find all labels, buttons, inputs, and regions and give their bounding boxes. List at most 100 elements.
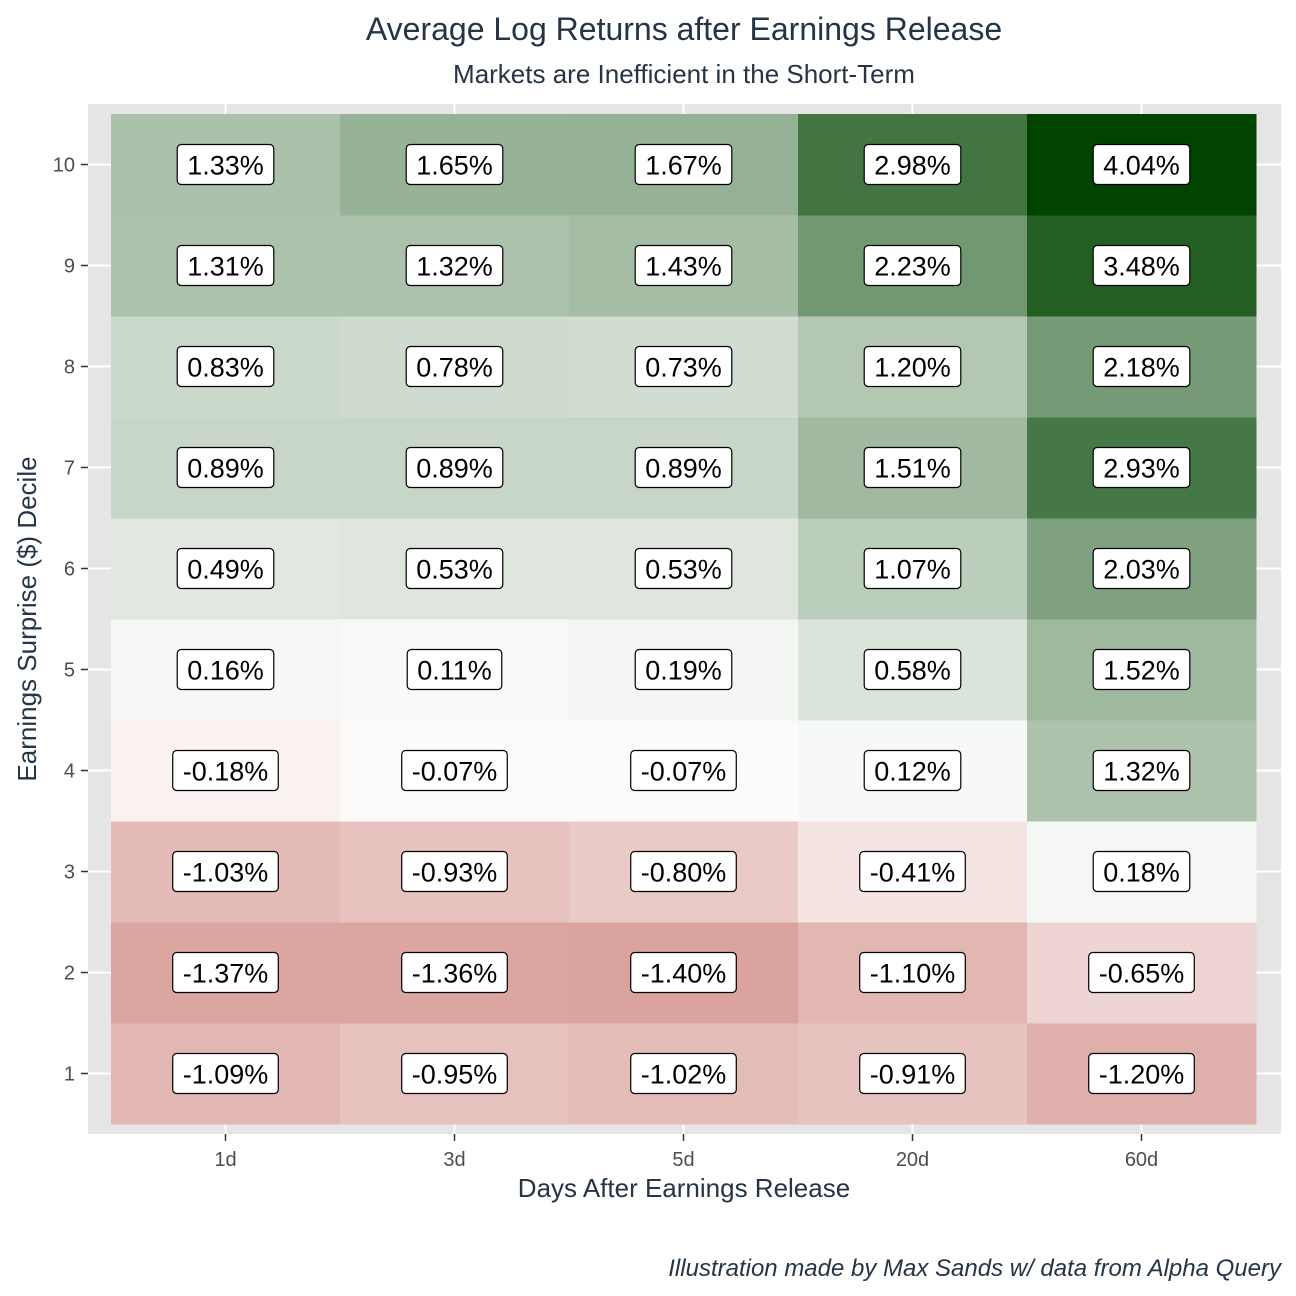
cell-label-text: -1.10% bbox=[870, 959, 956, 989]
cell-label-text: 0.73% bbox=[645, 353, 722, 383]
cell-label: 0.89% bbox=[176, 446, 275, 489]
cell-label-text: 0.49% bbox=[187, 555, 264, 585]
cell-label: -0.91% bbox=[859, 1052, 966, 1095]
cell-label-box bbox=[634, 143, 733, 186]
cell-label-text: 3.48% bbox=[1103, 252, 1180, 282]
cell-label: 1.43% bbox=[634, 244, 733, 287]
cell-label-box bbox=[630, 749, 737, 792]
y-tick-label: 3 bbox=[64, 862, 75, 884]
cell-label-box bbox=[405, 345, 504, 388]
cell-label: 1.51% bbox=[863, 446, 962, 489]
cell-label-text: -0.18% bbox=[183, 757, 269, 787]
cell-label: 1.33% bbox=[176, 143, 275, 186]
cell-label: 1.32% bbox=[1092, 749, 1191, 792]
y-axis-title: Earnings Surprise ($) Decile bbox=[12, 456, 42, 781]
cell-label: -1.10% bbox=[859, 951, 966, 994]
cell-label-text: -0.07% bbox=[641, 757, 727, 787]
cell-label-text: 2.23% bbox=[874, 252, 951, 282]
chart-subtitle: Markets are Inefficient in the Short-Ter… bbox=[453, 59, 915, 89]
cell-label: 1.07% bbox=[863, 547, 962, 590]
cell-label-box bbox=[401, 749, 508, 792]
cell-label-text: 2.93% bbox=[1103, 454, 1180, 484]
cell-label-box bbox=[172, 951, 279, 994]
cell-label-text: 1.32% bbox=[416, 252, 493, 282]
cell-label: 4.04% bbox=[1092, 143, 1191, 186]
cell-label-box bbox=[630, 850, 737, 893]
cell-label-text: 1.43% bbox=[645, 252, 722, 282]
y-tick-label: 6 bbox=[64, 559, 75, 581]
cell-label: 0.78% bbox=[405, 345, 504, 388]
cell-label-box bbox=[859, 850, 966, 893]
cell-label: -1.02% bbox=[630, 1052, 737, 1095]
cell-label: 0.19% bbox=[634, 648, 733, 691]
cell-label-box bbox=[1088, 1052, 1195, 1095]
cell-label-box bbox=[176, 446, 275, 489]
y-tick-label: 5 bbox=[64, 660, 75, 682]
cell-label-box bbox=[863, 648, 962, 691]
cell-label: 0.18% bbox=[1092, 850, 1191, 893]
cell-label-box bbox=[1092, 244, 1191, 287]
y-tick-label: 9 bbox=[64, 256, 75, 278]
cell-label-box bbox=[176, 648, 275, 691]
cell-label-box bbox=[863, 749, 962, 792]
cell-label-text: 0.53% bbox=[416, 555, 493, 585]
cell-label-text: 1.51% bbox=[874, 454, 951, 484]
cell-label-box bbox=[863, 547, 962, 590]
cell-label: 2.93% bbox=[1092, 446, 1191, 489]
y-tick-label: 2 bbox=[64, 963, 75, 985]
cell-label-box bbox=[176, 244, 275, 287]
x-axis: 1d 3d 5d 20d 60d bbox=[214, 1134, 1158, 1171]
cell-label-text: 0.53% bbox=[645, 555, 722, 585]
cell-label: 0.49% bbox=[176, 547, 275, 590]
cell-label: -1.03% bbox=[172, 850, 279, 893]
y-tick-label: 10 bbox=[53, 155, 75, 177]
cell-label-text: 1.67% bbox=[645, 151, 722, 181]
cell-label: 0.73% bbox=[634, 345, 733, 388]
cell-label: 1.67% bbox=[634, 143, 733, 186]
cell-label: 3.48% bbox=[1092, 244, 1191, 287]
cell-label-text: 0.78% bbox=[416, 353, 493, 383]
cell-label: 1.52% bbox=[1092, 648, 1191, 691]
y-tick-label: 1 bbox=[64, 1064, 75, 1086]
cell-label-box bbox=[630, 1052, 737, 1095]
cell-label-text: 0.19% bbox=[645, 656, 722, 686]
cell-label-text: -0.80% bbox=[641, 858, 727, 888]
chart-caption: Illustration made by Max Sands w/ data f… bbox=[668, 1255, 1283, 1282]
cell-label-box bbox=[634, 547, 733, 590]
cell-label-text: 0.89% bbox=[416, 454, 493, 484]
cell-label-box bbox=[634, 345, 733, 388]
cell-label: -1.20% bbox=[1088, 1052, 1195, 1095]
cell-label: -0.95% bbox=[401, 1052, 508, 1095]
cell-label-box bbox=[405, 244, 504, 287]
cell-label-text: -1.02% bbox=[641, 1060, 727, 1090]
cell-label-box bbox=[401, 1052, 508, 1095]
cell-label-box bbox=[1088, 951, 1195, 994]
cell-label: -1.09% bbox=[172, 1052, 279, 1095]
cell-label-box bbox=[406, 648, 503, 691]
cell-label-box bbox=[863, 345, 962, 388]
cell-label: -1.36% bbox=[401, 951, 508, 994]
cell-label-box bbox=[176, 547, 275, 590]
cell-label-box bbox=[863, 244, 962, 287]
cell-label-text: -1.37% bbox=[183, 959, 269, 989]
cell-label: -0.07% bbox=[401, 749, 508, 792]
cell-label: 0.58% bbox=[863, 648, 962, 691]
cell-label-text: -1.40% bbox=[641, 959, 727, 989]
cell-label-box bbox=[634, 648, 733, 691]
cell-label: 0.12% bbox=[863, 749, 962, 792]
cell-label-text: 2.98% bbox=[874, 151, 951, 181]
cell-label: 1.32% bbox=[405, 244, 504, 287]
cell-label-box bbox=[172, 1052, 279, 1095]
cell-label: 0.53% bbox=[405, 547, 504, 590]
cell-label-text: 1.32% bbox=[1103, 757, 1180, 787]
cell-label-box bbox=[863, 446, 962, 489]
cell-label-box bbox=[1092, 850, 1191, 893]
cell-label-text: 0.16% bbox=[187, 656, 264, 686]
cell-label: 0.11% bbox=[406, 648, 503, 691]
cell-label-box bbox=[863, 143, 962, 186]
cell-label-text: 0.58% bbox=[874, 656, 951, 686]
cell-label-box bbox=[859, 951, 966, 994]
cell-label-box bbox=[1092, 345, 1191, 388]
cell-label-text: -1.20% bbox=[1099, 1060, 1185, 1090]
x-tick-label: 1d bbox=[214, 1149, 236, 1171]
